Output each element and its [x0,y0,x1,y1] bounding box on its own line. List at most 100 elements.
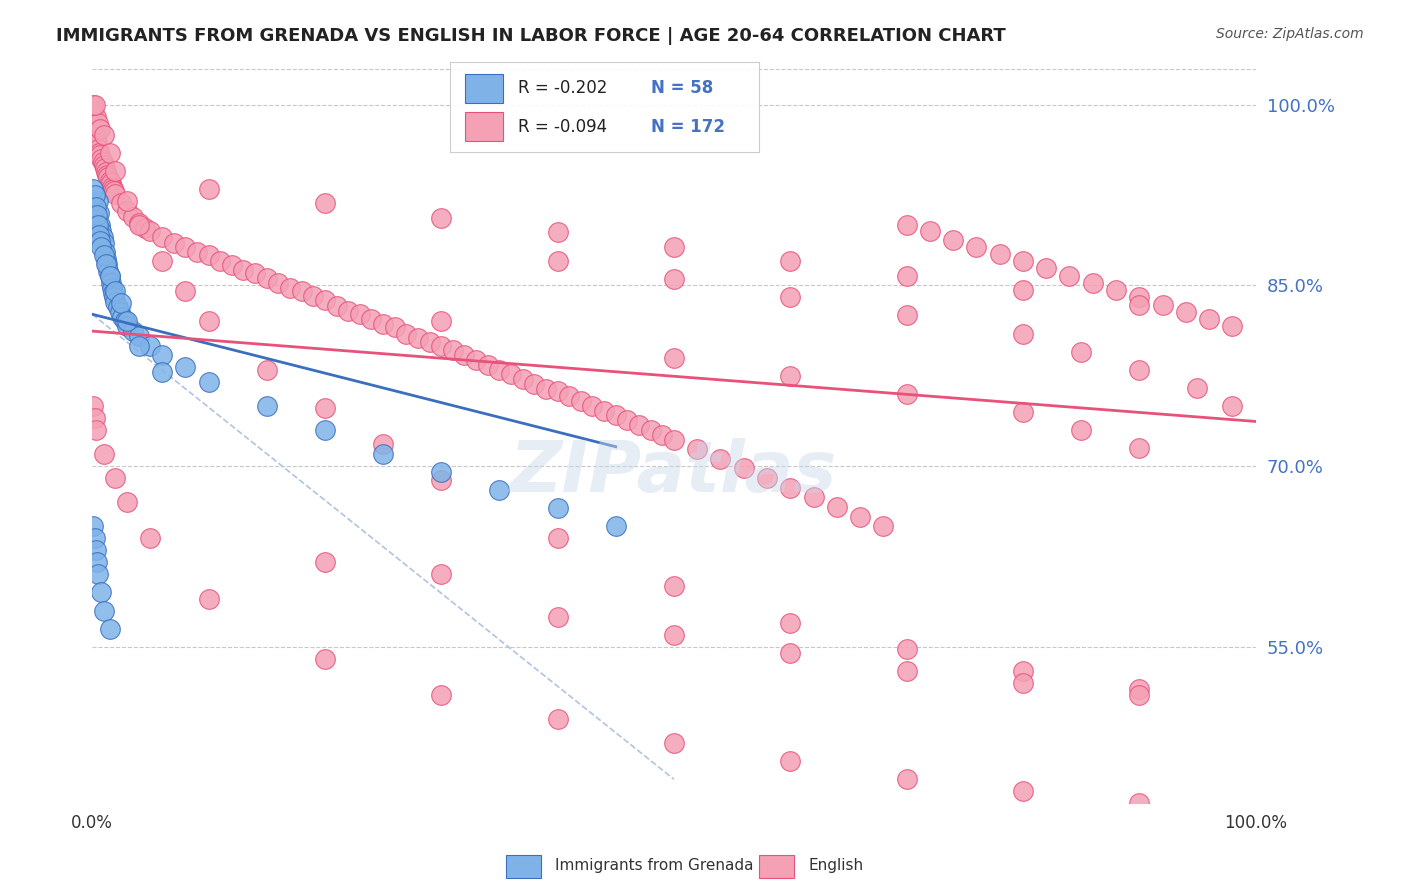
Point [93,603,115,617]
Point [430,465,453,479]
Point [101,179,124,194]
Point [82,182,104,196]
Text: Source: ZipAtlas.com: Source: ZipAtlas.com [1216,27,1364,41]
Point [90,585,112,599]
Point [627,418,650,433]
Point [209,254,232,268]
Point [1012,784,1035,798]
Point [89,206,111,220]
Point [1012,664,1035,678]
Point [174,360,197,375]
Point [103,185,125,199]
Point [918,224,941,238]
Point [89,234,111,248]
Point [896,642,918,657]
Point [1128,290,1150,304]
FancyBboxPatch shape [465,74,502,103]
Point [104,186,127,201]
Text: English: English [808,858,863,872]
Point [86,136,108,151]
Point [581,399,603,413]
Point [430,211,453,225]
Point [128,216,150,230]
Point [1012,283,1035,297]
Point [84,543,107,558]
Point [1105,283,1128,297]
Point [94,244,117,259]
Point [314,652,336,666]
Point [128,338,150,352]
Point [83,128,105,142]
Point [605,519,627,533]
Point [98,268,121,283]
Point [896,309,918,323]
Point [849,509,872,524]
Point [97,264,120,278]
Point [419,334,441,349]
Point [104,164,127,178]
Point [779,254,801,268]
Point [256,271,278,285]
Point [110,296,132,310]
Point [430,688,453,702]
Point [651,427,673,442]
Point [87,116,110,130]
Point [89,148,111,162]
Text: R = -0.094: R = -0.094 [517,118,607,136]
FancyBboxPatch shape [506,855,541,878]
Point [1152,297,1174,311]
Point [84,200,107,214]
Point [162,236,184,251]
Point [97,169,120,184]
Point [82,103,104,118]
Point [1012,676,1035,690]
Point [558,389,581,403]
Point [662,627,685,641]
Point [1128,688,1150,702]
Text: ZIPatlas: ZIPatlas [510,438,838,508]
Point [87,142,110,156]
Point [453,348,475,362]
Point [94,165,117,179]
Point [86,209,108,223]
Point [84,110,107,124]
Point [291,285,314,299]
Point [512,372,534,386]
Point [430,314,453,328]
Point [465,353,488,368]
Point [174,285,197,299]
Point [267,276,290,290]
Point [337,303,360,318]
Point [82,519,104,533]
Point [197,314,219,328]
Point [139,224,162,238]
Point [488,483,510,497]
Point [150,365,173,379]
Point [547,501,569,516]
Point [96,257,118,271]
Point [174,240,197,254]
Point [523,377,546,392]
Point [115,495,138,509]
Point [89,121,111,136]
Point [406,331,429,345]
Point [186,244,208,259]
Point [430,567,453,582]
Point [94,161,117,176]
Point [640,423,662,437]
Point [122,324,145,338]
Point [662,351,685,365]
Point [477,358,499,372]
Point [569,394,592,409]
FancyBboxPatch shape [759,855,794,878]
Point [82,121,104,136]
Point [314,555,336,569]
Point [134,220,156,235]
Point [547,531,569,545]
Point [84,423,107,437]
Point [115,314,138,328]
Point [128,218,150,232]
Point [87,567,110,582]
Point [82,97,104,112]
Point [87,194,110,208]
